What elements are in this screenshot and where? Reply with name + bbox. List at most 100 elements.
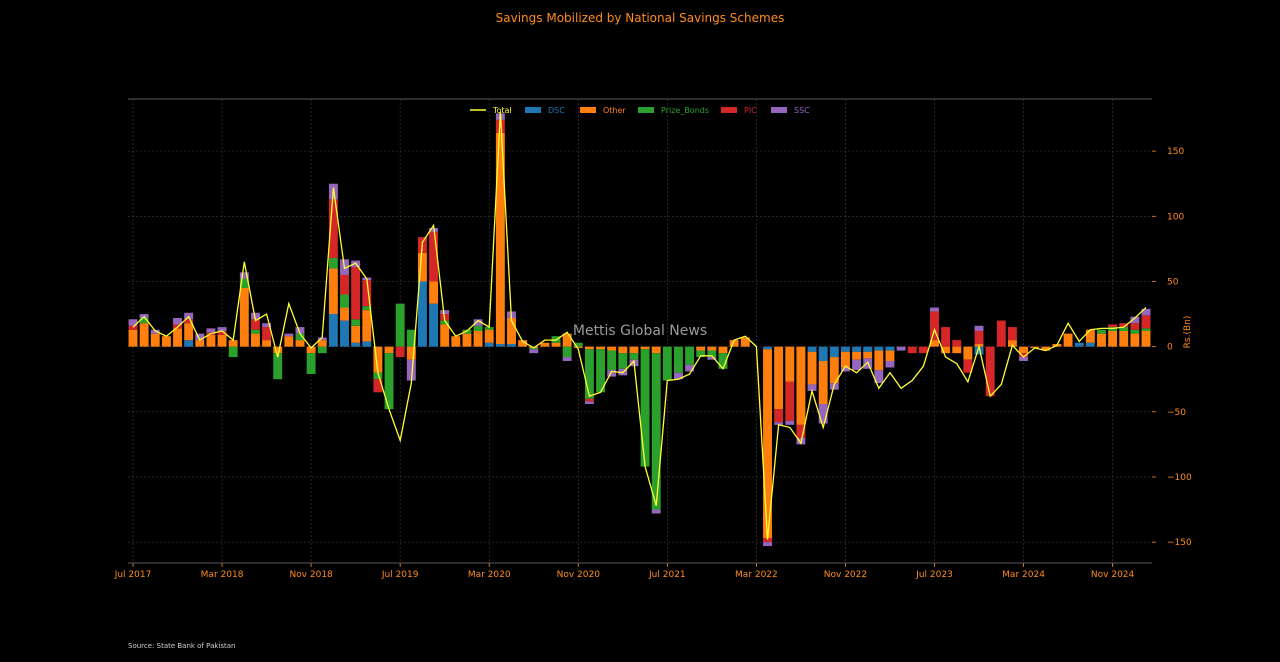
bar-other [228, 340, 238, 347]
bar-other [640, 346, 650, 350]
legend-label-ssc: SSC [794, 106, 810, 115]
bar-prize-bonds [562, 346, 572, 358]
bar-prize-bonds [473, 325, 483, 331]
bar-prize-bonds [228, 346, 238, 358]
bar-other [273, 346, 283, 354]
bar-ssc [885, 360, 895, 368]
bar-other [284, 336, 294, 347]
bar-ssc [685, 364, 695, 372]
bar-other [740, 337, 750, 347]
bar-ssc [239, 272, 249, 279]
bar-other [963, 346, 973, 360]
bar-ssc [284, 333, 294, 337]
bar-pic [785, 381, 795, 421]
legend-swatch-prize-bonds [638, 107, 654, 113]
bar-ssc [250, 312, 260, 320]
bar-prize-bonds [384, 353, 394, 410]
bar-ssc [206, 328, 216, 333]
bar-ssc [818, 403, 828, 424]
x-tick-label: Mar 2020 [468, 570, 511, 580]
bar-ssc [607, 370, 617, 377]
x-tick-label: Jul 2017 [114, 570, 152, 580]
bar-pic [351, 267, 361, 320]
legend-swatch-ssc [771, 107, 787, 113]
bar-pic [907, 346, 917, 354]
bar-pic [217, 331, 227, 335]
grid [128, 99, 1152, 563]
bar-ssc [896, 346, 906, 351]
bar-prize-bonds [674, 346, 683, 373]
bar-other [351, 325, 361, 343]
bar-pic [1119, 323, 1129, 328]
bar-dsc [974, 346, 984, 355]
bar-pic [1108, 324, 1118, 328]
bar-ssc [195, 333, 205, 341]
bar-ssc [440, 310, 450, 315]
bar-dsc [351, 342, 361, 347]
total-line [132, 111, 1147, 540]
bar-prize-bonds [696, 350, 706, 358]
bar-other [1085, 329, 1095, 343]
bar-prize-bonds [351, 319, 361, 326]
bar-other [551, 342, 561, 347]
bar-pic [985, 346, 995, 397]
axes: −150 −100 −50 0 50 100 150 Jul 2017 Mar 2018 Nov … [114, 98, 1192, 580]
bar-other [417, 252, 427, 282]
bar-other [1063, 333, 1073, 347]
y-tick-label: 0 [1167, 343, 1173, 353]
bar-other [874, 350, 884, 371]
bar-ssc [262, 323, 272, 328]
bar-prize-bonds [685, 346, 695, 365]
bar-prize-bonds [373, 372, 383, 380]
bar-other [295, 340, 305, 347]
bar-dsc [184, 340, 194, 347]
bar-pic [395, 346, 405, 358]
bar-dsc [885, 346, 895, 351]
bar-pic [373, 379, 383, 393]
bar-dsc [429, 303, 439, 347]
legend-label-other: Other [603, 106, 626, 115]
bar-other [206, 334, 216, 347]
bar-other [696, 346, 706, 351]
bar-ssc [852, 359, 862, 371]
bar-other [618, 346, 628, 354]
bar-pic [1019, 353, 1029, 358]
bar-other [317, 340, 327, 347]
bar-pic [1141, 315, 1151, 329]
bar-pic [918, 346, 928, 354]
bar-dsc [763, 346, 772, 350]
bar-pic [796, 424, 806, 438]
bar-ssc [295, 327, 305, 334]
bar-prize-bonds [306, 353, 316, 375]
bar-other [440, 324, 450, 347]
bar-pic [930, 311, 939, 341]
bar-prize-bonds [718, 353, 728, 369]
bar-pic [996, 320, 1006, 347]
x-tick-label: Jul 2021 [648, 570, 686, 580]
legend-label-total: Total [492, 106, 512, 115]
bar-pic [362, 280, 372, 307]
bar-dsc [1074, 342, 1084, 347]
y-tick-label: 50 [1167, 277, 1179, 287]
bar-other [139, 323, 149, 347]
bar-ssc [584, 401, 594, 404]
bar-other [161, 336, 171, 347]
bar-prize-bonds [573, 342, 583, 347]
bar-pic [584, 398, 594, 402]
bar-dsc [852, 346, 862, 352]
bar-other [1097, 333, 1106, 347]
y-tick-label: 100 [1167, 212, 1184, 222]
bar-other [217, 334, 227, 347]
bar-ssc [974, 325, 984, 331]
bar-other [763, 349, 772, 539]
bar-prize-bonds [640, 349, 650, 467]
bar-dsc [495, 344, 505, 347]
bar-other [340, 307, 349, 321]
bar-ssc [707, 357, 717, 360]
bar-prize-bonds [295, 333, 305, 341]
bar-pic [774, 409, 784, 423]
bar-other [451, 336, 461, 347]
bar-dsc [807, 346, 817, 352]
bar-other [1007, 340, 1017, 347]
bar-ssc [473, 319, 483, 326]
